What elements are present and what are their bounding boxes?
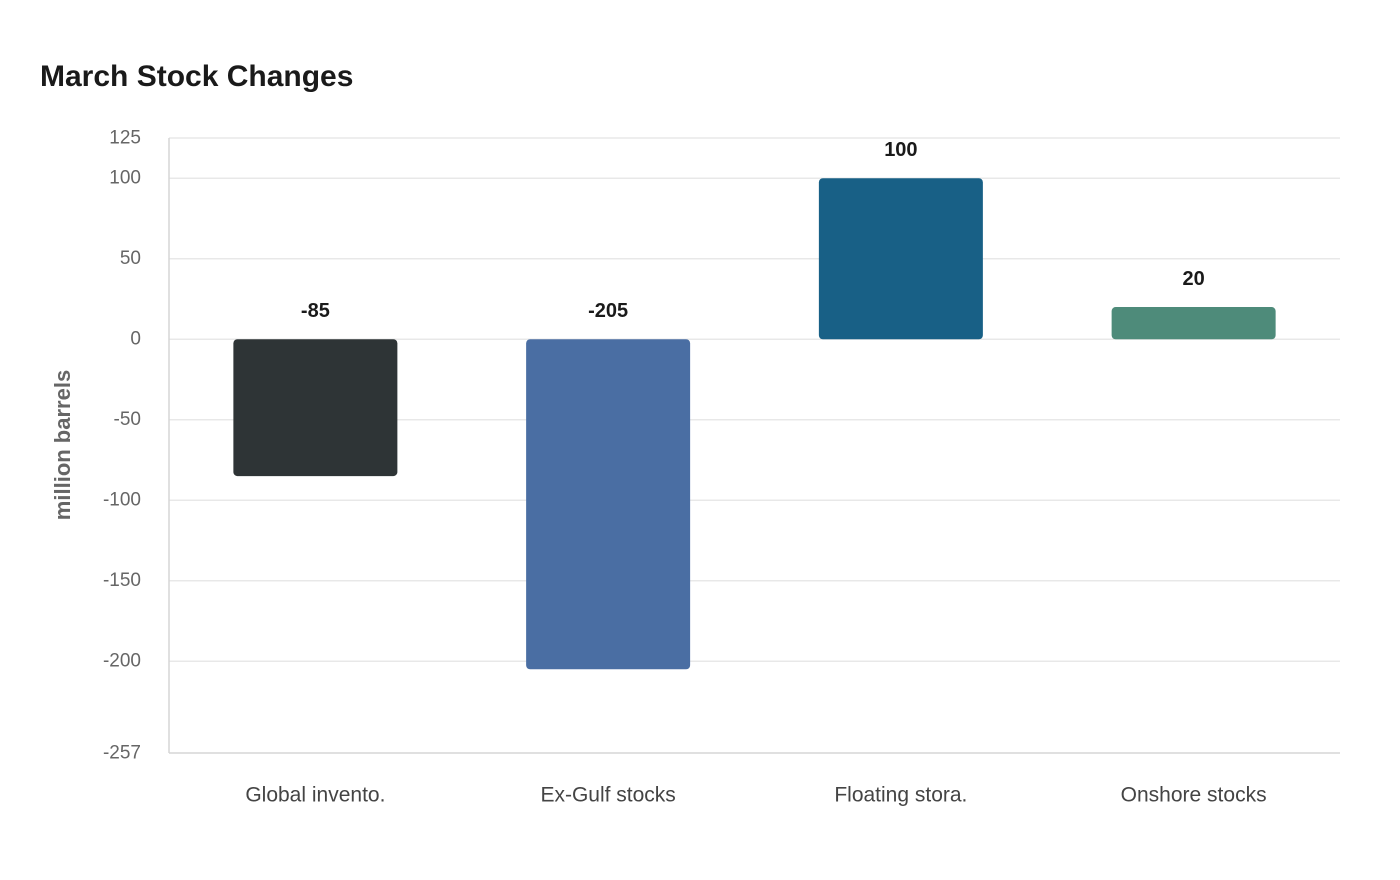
x-category-label: Floating stora. xyxy=(834,784,967,807)
x-category-label: Global invento. xyxy=(245,784,385,807)
y-tick-label: -150 xyxy=(103,570,141,591)
bar xyxy=(818,178,983,340)
y-tick-label: -200 xyxy=(103,651,141,672)
bar xyxy=(526,339,691,670)
y-tick-label: -257 xyxy=(103,743,141,764)
y-tick-labels: 125 100 50 0 -50 -100 -150 -200 -257 xyxy=(103,128,141,764)
y-axis-title: million barrels xyxy=(50,370,75,520)
x-category-label: Ex-Gulf stocks xyxy=(540,784,675,807)
y-tick-label: 100 xyxy=(109,168,141,189)
bar xyxy=(233,339,398,477)
bar-value-label: -205 xyxy=(588,300,628,322)
bars xyxy=(233,178,1276,670)
y-tick-label: -100 xyxy=(103,490,141,511)
y-tick-label: 0 xyxy=(130,329,141,350)
y-tick-label: 50 xyxy=(120,248,141,269)
bar-value-label: 100 xyxy=(884,139,917,161)
bar-value-label: 20 xyxy=(1183,268,1205,290)
category-labels: Global invento. Ex-Gulf stocks Floating st… xyxy=(245,784,1266,807)
bar xyxy=(1111,307,1276,340)
chart-title: March Stock Changes xyxy=(40,60,354,93)
axes xyxy=(168,138,1340,754)
y-tick-label: -50 xyxy=(114,409,141,430)
value-labels: -85 -205 100 20 xyxy=(301,139,1205,322)
y-tick-label: 125 xyxy=(109,128,141,149)
bar-value-label: -85 xyxy=(301,300,330,322)
x-category-label: Onshore stocks xyxy=(1121,784,1267,807)
